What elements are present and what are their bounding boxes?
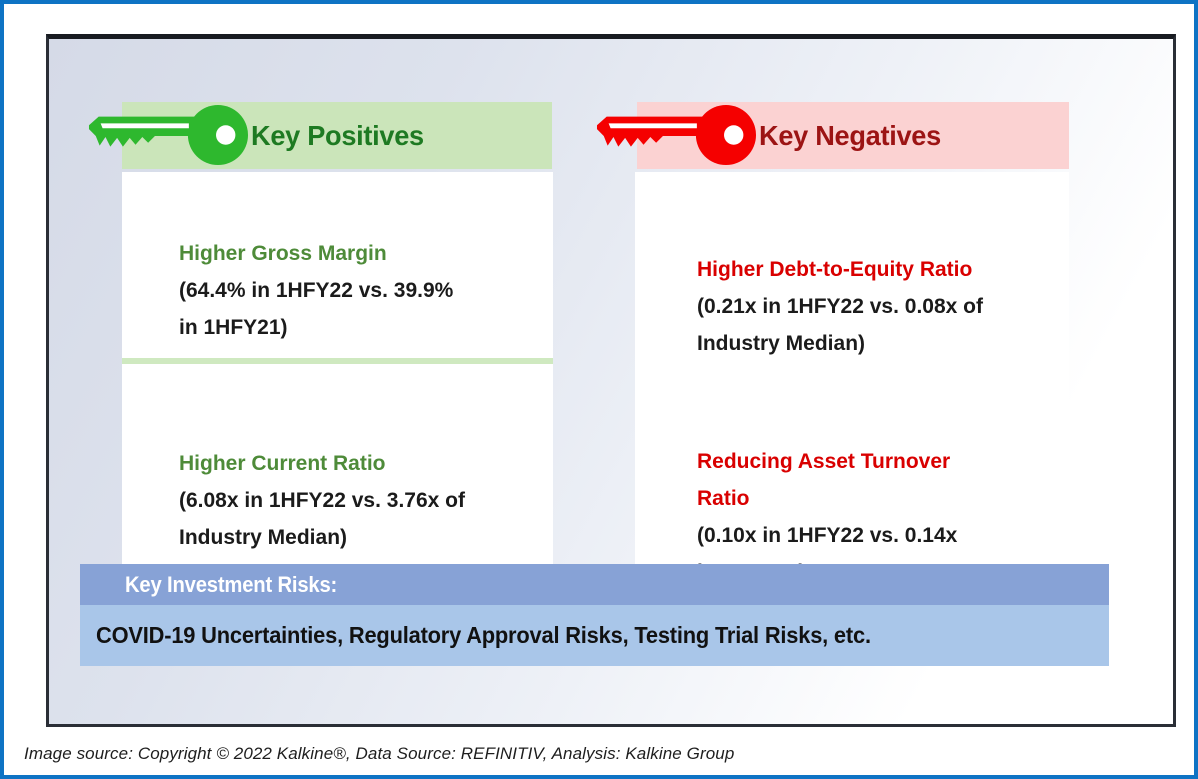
risks-title: Key Investment Risks: bbox=[125, 571, 338, 597]
red-key-icon bbox=[594, 103, 759, 167]
risks-content-band: COVID-19 Uncertainties, Regulatory Appro… bbox=[80, 605, 1109, 666]
content-board: Key Positives Key Negatives bbox=[46, 34, 1176, 727]
green-key-icon bbox=[86, 103, 251, 167]
positive-item-heading: Higher Gross Margin bbox=[179, 242, 387, 265]
positive-item: Higher Gross Margin (64.4% in 1HFY22 vs. … bbox=[122, 172, 553, 358]
positives-title: Key Positives bbox=[251, 119, 424, 151]
negative-item: Higher Debt-to-Equity Ratio (0.21x in 1HF… bbox=[635, 172, 1069, 358]
negative-item-heading: Reducing Asset Turnover Ratio bbox=[697, 450, 951, 510]
positives-card: Higher Gross Margin (64.4% in 1HFY22 vs. … bbox=[122, 172, 553, 564]
footer: Image source: Copyright © 2022 Kalkine®,… bbox=[24, 732, 735, 775]
negative-item-detail: (0.21x in 1HFY22 vs. 0.08x of Industry M… bbox=[697, 295, 983, 355]
negatives-title: Key Negatives bbox=[759, 119, 941, 151]
footer-attribution: Image source: Copyright © 2022 Kalkine®,… bbox=[24, 744, 735, 763]
risks-content: COVID-19 Uncertainties, Regulatory Appro… bbox=[96, 622, 871, 648]
negative-item-heading: Higher Debt-to-Equity Ratio bbox=[697, 258, 973, 281]
positive-item-detail: (64.4% in 1HFY22 vs. 39.9% in 1HFY21) bbox=[179, 279, 454, 339]
risks-title-band: Key Investment Risks: bbox=[80, 564, 1109, 605]
positive-item: Higher Current Ratio (6.08x in 1HFY22 vs.… bbox=[122, 364, 553, 564]
positive-item-detail: (6.08x in 1HFY22 vs. 3.76x of Industry M… bbox=[179, 489, 465, 549]
positives-divider bbox=[122, 358, 553, 364]
negative-item: Reducing Asset Turnover Ratio (0.10x in 1… bbox=[635, 358, 1069, 591]
negatives-card: Higher Debt-to-Equity Ratio (0.21x in 1HF… bbox=[635, 172, 1069, 584]
positive-item-heading: Higher Current Ratio bbox=[179, 452, 386, 475]
